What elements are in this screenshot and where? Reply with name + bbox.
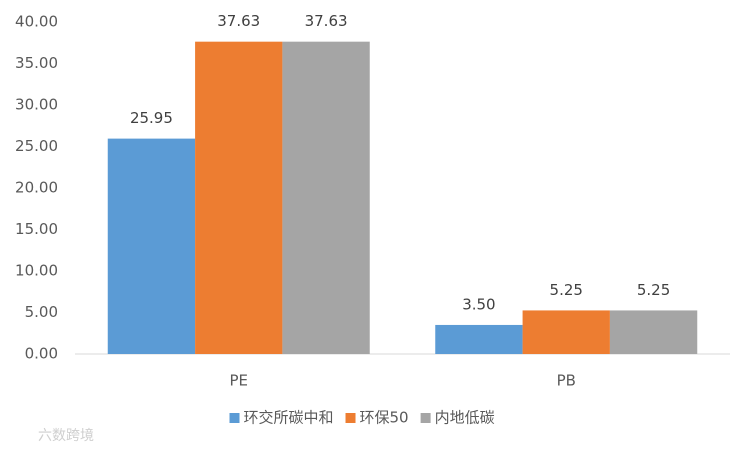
y-tick-label: 30.00 bbox=[15, 96, 58, 114]
value-label: 37.63 bbox=[217, 12, 260, 30]
watermark: 六数跨境 bbox=[38, 428, 94, 444]
y-tick-label: 35.00 bbox=[15, 54, 58, 72]
bar bbox=[107, 138, 196, 354]
legend-label: 环交所碳中和 bbox=[244, 409, 334, 427]
x-tick-label: PE bbox=[229, 372, 248, 390]
y-tick-label: 15.00 bbox=[15, 220, 58, 238]
bar bbox=[609, 310, 698, 354]
x-tick-label: PB bbox=[557, 372, 576, 390]
bar bbox=[435, 324, 523, 354]
legend-swatch bbox=[229, 413, 240, 423]
y-tick-label: 10.00 bbox=[15, 262, 58, 280]
y-tick-label: 20.00 bbox=[15, 179, 58, 197]
y-tick-label: 40.00 bbox=[15, 13, 58, 31]
bar bbox=[195, 41, 283, 355]
value-label: 5.25 bbox=[637, 281, 670, 299]
bar bbox=[282, 41, 370, 355]
y-tick-label: 25.00 bbox=[15, 137, 58, 155]
y-tick-label: 0.00 bbox=[25, 345, 58, 363]
value-label: 37.63 bbox=[305, 12, 348, 30]
legend-swatch bbox=[420, 413, 431, 423]
value-label: 25.95 bbox=[130, 109, 173, 127]
value-label: 5.25 bbox=[550, 281, 583, 299]
legend-label: 内地低碳 bbox=[435, 409, 495, 427]
value-label: 3.50 bbox=[462, 295, 495, 313]
legend-label: 环保50 bbox=[360, 409, 409, 427]
legend-swatch bbox=[345, 413, 356, 423]
y-tick-label: 5.00 bbox=[25, 303, 58, 321]
bar bbox=[522, 310, 610, 354]
